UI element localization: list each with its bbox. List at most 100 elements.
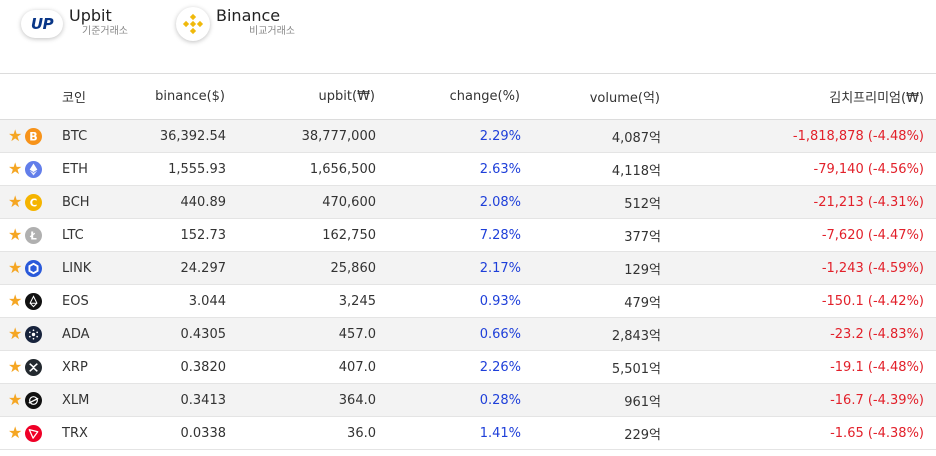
upbit-price: 407.0: [226, 350, 376, 384]
favorite-star-icon[interactable]: ★: [8, 291, 23, 310]
change-percent: 2.08%: [376, 185, 521, 219]
binance-price: 152.73: [116, 218, 226, 252]
table-row[interactable]: ★ TRX 0.0338 36.0 1.41% 229억 -1.65 (-4.38%): [0, 416, 936, 450]
upbit-price: 25,860: [226, 251, 376, 285]
eos-icon: [25, 292, 43, 310]
kimchi-premium-table: 코인 binance($) upbit(₩) change(%) volume(…: [0, 73, 936, 450]
upbit-exchange[interactable]: UP Upbit 기준거래소: [21, 8, 128, 38]
table-row[interactable]: ★ C BCH 440.89 470,600 2.08% 512억 -21,213 (-4.3…: [0, 185, 936, 219]
upbit-price: 457.0: [226, 317, 376, 351]
row-icons: ★: [0, 317, 56, 351]
coin-symbol[interactable]: LINK: [56, 251, 116, 285]
binance-price: 3.044: [116, 284, 226, 318]
table-row[interactable]: ★ ETH 1,555.93 1,656,500 2.63% 4,118억 -79,140 …: [0, 152, 936, 186]
tron-icon: [25, 424, 43, 442]
volume: 512억: [521, 185, 661, 219]
binance-price: 0.3820: [116, 350, 226, 384]
header-change[interactable]: change(%): [376, 73, 521, 120]
stellar-icon: [25, 391, 43, 409]
table-row[interactable]: ★ EOS 3.044 3,245 0.93% 479억 -150.1 (-4.42%): [0, 284, 936, 318]
table-row[interactable]: ★ XLM 0.3413 364.0 0.28% 961억 -16.7 (-4.39%): [0, 383, 936, 417]
upbit-subtitle: 기준거래소: [82, 26, 128, 37]
binance-name: Binance: [216, 6, 281, 25]
bitcoin-cash-icon: C: [25, 193, 43, 211]
volume: 5,501억: [521, 350, 661, 384]
bitcoin-icon: B: [25, 127, 43, 145]
favorite-star-icon[interactable]: ★: [8, 324, 23, 343]
upbit-price: 38,777,000: [226, 119, 376, 153]
row-icons: ★ C: [0, 185, 56, 219]
favorite-star-icon[interactable]: ★: [8, 423, 23, 442]
favorite-star-icon[interactable]: ★: [8, 390, 23, 409]
change-percent: 0.28%: [376, 383, 521, 417]
volume: 479억: [521, 284, 661, 318]
favorite-star-icon[interactable]: ★: [8, 357, 23, 376]
table-row[interactable]: ★ Ł LTC 152.73 162,750 7.28% 377억 -7,620 (-4.47…: [0, 218, 936, 252]
favorite-star-icon[interactable]: ★: [8, 126, 23, 145]
binance-price: 0.0338: [116, 416, 226, 450]
coin-symbol[interactable]: LTC: [56, 218, 116, 252]
upbit-price: 162,750: [226, 218, 376, 252]
header-upbit[interactable]: upbit(₩): [226, 73, 376, 120]
kimchi-premium: -150.1 (-4.42%): [661, 284, 936, 318]
change-percent: 0.66%: [376, 317, 521, 351]
volume: 2,843억: [521, 317, 661, 351]
binance-price: 440.89: [116, 185, 226, 219]
coin-symbol[interactable]: BTC: [56, 119, 116, 153]
row-icons: ★: [0, 251, 56, 285]
row-icons: ★: [0, 383, 56, 417]
table-row[interactable]: ★ B BTC 36,392.54 38,777,000 2.29% 4,087억 -1,81…: [0, 119, 936, 153]
coin-symbol[interactable]: ETH: [56, 152, 116, 186]
upbit-name: Upbit: [69, 6, 112, 25]
row-icons: ★ Ł: [0, 218, 56, 252]
header-premium[interactable]: 김치프리미엄(₩): [661, 73, 936, 120]
coin-symbol[interactable]: BCH: [56, 185, 116, 219]
favorite-star-icon[interactable]: ★: [8, 258, 23, 277]
table-row[interactable]: ★ XRP 0.3820 407.0 2.26% 5,501억 -19.1 (-4.48%): [0, 350, 936, 384]
kimchi-premium: -1,818,878 (-4.48%): [661, 119, 936, 153]
header-favorite: [0, 73, 56, 120]
favorite-star-icon[interactable]: ★: [8, 192, 23, 211]
change-percent: 2.26%: [376, 350, 521, 384]
change-percent: 0.93%: [376, 284, 521, 318]
kimchi-premium: -23.2 (-4.83%): [661, 317, 936, 351]
upbit-price: 470,600: [226, 185, 376, 219]
coin-symbol[interactable]: ADA: [56, 317, 116, 351]
coin-symbol[interactable]: XRP: [56, 350, 116, 384]
favorite-star-icon[interactable]: ★: [8, 159, 23, 178]
table-row[interactable]: ★ ADA 0.4305 457.0 0.66% 2,843억 -23.2 (-4.83%): [0, 317, 936, 351]
header-volume[interactable]: volume(억): [521, 73, 661, 120]
volume: 4,087억: [521, 119, 661, 153]
binance-subtitle: 비교거래소: [249, 26, 295, 37]
row-icons: ★: [0, 416, 56, 450]
row-icons: ★: [0, 350, 56, 384]
table-header-row: 코인 binance($) upbit(₩) change(%) volume(…: [0, 73, 936, 120]
change-percent: 2.63%: [376, 152, 521, 186]
xrp-icon: [25, 358, 43, 376]
kimchi-premium: -1,243 (-4.59%): [661, 251, 936, 285]
binance-price: 0.4305: [116, 317, 226, 351]
litecoin-icon: Ł: [25, 226, 43, 244]
coin-symbol[interactable]: TRX: [56, 416, 116, 450]
table-row[interactable]: ★ LINK 24.297 25,860 2.17% 129억 -1,243 (-4.59%…: [0, 251, 936, 285]
coin-symbol[interactable]: XLM: [56, 383, 116, 417]
header-binance[interactable]: binance($): [116, 73, 226, 120]
favorite-star-icon[interactable]: ★: [8, 225, 23, 244]
binance-price: 36,392.54: [116, 119, 226, 153]
kimchi-premium: -16.7 (-4.39%): [661, 383, 936, 417]
upbit-logo: UP: [21, 10, 63, 38]
binance-exchange[interactable]: Binance 비교거래소: [176, 6, 295, 41]
row-icons: ★ B: [0, 119, 56, 153]
coin-symbol[interactable]: EOS: [56, 284, 116, 318]
cardano-icon: [25, 325, 43, 343]
svg-text:B: B: [30, 130, 38, 143]
binance-logo: [176, 7, 210, 41]
kimchi-premium: -79,140 (-4.56%): [661, 152, 936, 186]
change-percent: 2.17%: [376, 251, 521, 285]
header-coin[interactable]: 코인: [56, 73, 116, 120]
kimchi-premium: -7,620 (-4.47%): [661, 218, 936, 252]
upbit-price: 36.0: [226, 416, 376, 450]
ethereum-icon: [25, 160, 43, 178]
binance-price: 1,555.93: [116, 152, 226, 186]
upbit-price: 364.0: [226, 383, 376, 417]
